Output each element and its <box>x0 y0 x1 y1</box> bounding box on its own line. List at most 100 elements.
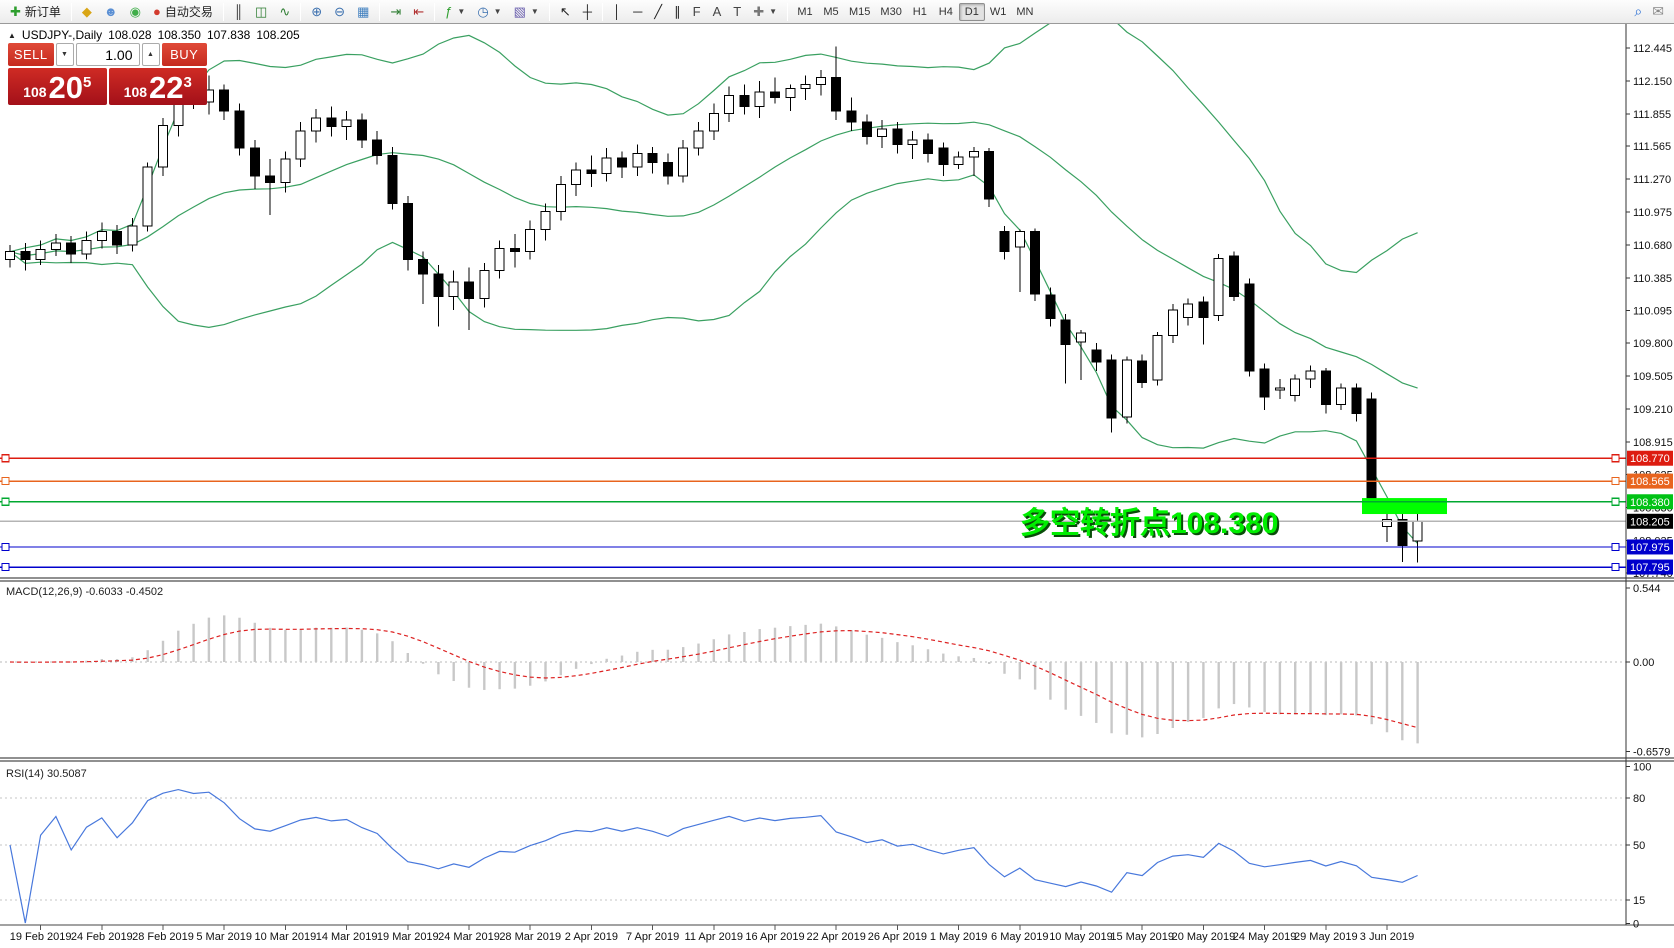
vertical-line-button[interactable]: │ <box>607 2 627 22</box>
templates-icon: ▧ <box>513 3 526 19</box>
collapse-panel-icon[interactable]: ▲ <box>8 30 16 40</box>
autotrading-icon: ● <box>152 3 161 19</box>
svg-text:14 Mar 2019: 14 Mar 2019 <box>316 931 378 943</box>
zoom-in-button[interactable]: ⊕ <box>305 2 328 22</box>
buy-button[interactable]: BUY <box>161 43 207 66</box>
timeframe-h4-button[interactable]: H4 <box>938 5 953 18</box>
horizontal-line-icon: ─ <box>633 3 643 19</box>
timeframe-mn-button[interactable]: MN <box>1016 5 1034 18</box>
toolbar-separator <box>379 2 381 21</box>
crosshair-button[interactable]: ┼ <box>577 2 598 22</box>
svg-text:24 Mar 2019: 24 Mar 2019 <box>438 931 500 943</box>
strategy-tester-icon[interactable]: ◉ <box>124 2 147 22</box>
periods-button-dropdown-icon[interactable]: ▼ <box>493 7 502 16</box>
svg-text:111.565: 111.565 <box>1633 141 1671 153</box>
chart-canvas[interactable]: 多空转折点108.380多空转折点108.380112.445112.15011… <box>0 24 1674 948</box>
timeframe-d1-button[interactable]: D1 <box>958 2 985 21</box>
strategy-tester-icon-icon: ◉ <box>129 3 141 19</box>
svg-text:108.770: 108.770 <box>1630 453 1670 465</box>
new-chart-icon[interactable]: ◆ <box>76 2 98 22</box>
svg-text:24 Feb 2019: 24 Feb 2019 <box>71 931 133 943</box>
svg-text:108.565: 108.565 <box>1630 476 1670 488</box>
arrows-button-dropdown-icon[interactable]: ▼ <box>769 7 778 16</box>
autotrading-button[interactable]: ● 自动交易 <box>147 2 219 22</box>
svg-text:29 May 2019: 29 May 2019 <box>1294 931 1358 943</box>
svg-text:107.975: 107.975 <box>1630 542 1670 554</box>
svg-text:110.680: 110.680 <box>1633 240 1672 252</box>
buy-price-display[interactable]: 108 22 3 <box>108 68 207 105</box>
trendline-button[interactable]: ╱ <box>648 2 668 22</box>
one-click-trade-panel: SELL ▼ 1.00 ▲ BUY 108 20 5 108 22 3 <box>8 43 207 105</box>
toolbar-separator <box>300 2 302 21</box>
arrows-button[interactable]: ✚ ▼ <box>747 2 783 22</box>
search-icon[interactable]: ⌕ <box>1634 3 1643 19</box>
timeframe-m1-button[interactable]: M1 <box>797 5 813 18</box>
fibonacci-button[interactable]: F <box>687 2 707 22</box>
horizontal-line-button[interactable]: ─ <box>627 2 648 22</box>
timeframe-m5-button[interactable]: M5 <box>823 5 839 18</box>
new-order-button[interactable]: ✚ 新订单 <box>4 2 67 22</box>
line-chart-icon: ∿ <box>279 3 291 19</box>
chart-shift-button[interactable]: ⇤ <box>407 2 430 22</box>
volume-increase-button[interactable]: ▲ <box>141 43 160 66</box>
toolbar-separator <box>434 2 436 21</box>
sell-price-bigfigure: 108 <box>23 84 47 100</box>
auto-scroll-icon: ⇥ <box>390 3 402 19</box>
svg-text:28 Feb 2019: 28 Feb 2019 <box>132 931 194 943</box>
profiles-icon-icon: ☻ <box>103 3 118 19</box>
timeframe-m30-button[interactable]: M30 <box>880 5 902 18</box>
new-chart-icon-icon: ◆ <box>81 3 92 19</box>
indicators-button-dropdown-icon[interactable]: ▼ <box>457 7 466 16</box>
sell-price-display[interactable]: 108 20 5 <box>8 68 107 105</box>
svg-text:0.00: 0.00 <box>1633 657 1654 669</box>
text-button[interactable]: A <box>707 2 728 22</box>
channel-button[interactable]: ∥ <box>668 2 687 22</box>
svg-text:2 Apr 2019: 2 Apr 2019 <box>565 931 618 943</box>
templates-button-dropdown-icon[interactable]: ▼ <box>530 7 539 16</box>
svg-text:112.445: 112.445 <box>1633 43 1672 55</box>
indicators-button[interactable]: ƒ ▼ <box>439 2 471 22</box>
line-chart-button[interactable]: ∿ <box>273 2 296 22</box>
auto-scroll-button[interactable]: ⇥ <box>384 2 407 22</box>
svg-text:7 Apr 2019: 7 Apr 2019 <box>626 931 679 943</box>
symbol-strip[interactable]: ▲ USDJPY-,Daily 108.028 108.350 107.838 … <box>8 28 300 42</box>
ohlc-high: 108.350 <box>157 28 201 42</box>
svg-text:107.795: 107.795 <box>1630 562 1670 574</box>
svg-text:16 Apr 2019: 16 Apr 2019 <box>745 931 804 943</box>
templates-button[interactable]: ▧ ▼ <box>508 2 545 22</box>
bar-chart-button[interactable]: ║ <box>228 2 249 22</box>
sell-button[interactable]: SELL <box>8 43 54 66</box>
svg-text:15: 15 <box>1633 895 1645 907</box>
vertical-line-icon: │ <box>612 3 622 19</box>
profiles-icon[interactable]: ☻ <box>98 2 124 22</box>
svg-text:50: 50 <box>1633 840 1645 852</box>
timeframe-h1-button[interactable]: H1 <box>912 5 927 18</box>
volume-decrease-button[interactable]: ▼ <box>55 43 74 66</box>
zoom-out-button[interactable]: ⊖ <box>328 2 351 22</box>
svg-text:110.095: 110.095 <box>1633 305 1672 317</box>
periods-button[interactable]: ◷ ▼ <box>471 2 507 22</box>
volume-input[interactable]: 1.00 <box>75 43 140 66</box>
chat-icon[interactable]: ✉ <box>1652 3 1664 19</box>
svg-text:15 May 2019: 15 May 2019 <box>1110 931 1174 943</box>
timeframe-w1-button[interactable]: W1 <box>989 5 1007 18</box>
svg-text:19 Mar 2019: 19 Mar 2019 <box>377 931 439 943</box>
timeframe-m15-button[interactable]: M15 <box>849 5 871 18</box>
autotrading-button-label: 自动交易 <box>164 5 213 19</box>
bar-chart-icon: ║ <box>233 3 244 19</box>
text-label-button[interactable]: T <box>727 2 747 22</box>
toolbar-separator <box>222 2 224 21</box>
chart-window[interactable]: 多空转折点108.380 多空转折点108.380 112.445 112.150 11… <box>0 24 1674 948</box>
cursor-button[interactable]: ↖ <box>554 2 577 22</box>
candlestick-chart-button[interactable]: ◫ <box>249 2 273 22</box>
tile-windows-icon: ▦ <box>357 3 370 19</box>
chart-shift-icon: ⇤ <box>413 3 425 19</box>
svg-text:10 Mar 2019: 10 Mar 2019 <box>255 931 317 943</box>
svg-text:多空转折点108.380: 多空转折点108.380 <box>1022 509 1280 542</box>
ohlc-low: 107.838 <box>206 28 251 42</box>
svg-text:108.380: 108.380 <box>1630 497 1670 509</box>
tile-windows-button[interactable]: ▦ <box>351 2 375 22</box>
main-toolbar: ✚ 新订单 ◆ ☻ ◉ ● 自动交易 ║ ◫ ∿ ⊕ ⊖ ▦ ⇥ ⇤ ƒ ▼ ◷ ▼ ▧ ▼ ↖ ┼ │ ─ ╱ ∥ F A T ✚ ▼ M1 M… <box>0 0 1674 24</box>
zoom-out-icon: ⊖ <box>334 3 346 19</box>
text-icon: A <box>712 3 722 19</box>
